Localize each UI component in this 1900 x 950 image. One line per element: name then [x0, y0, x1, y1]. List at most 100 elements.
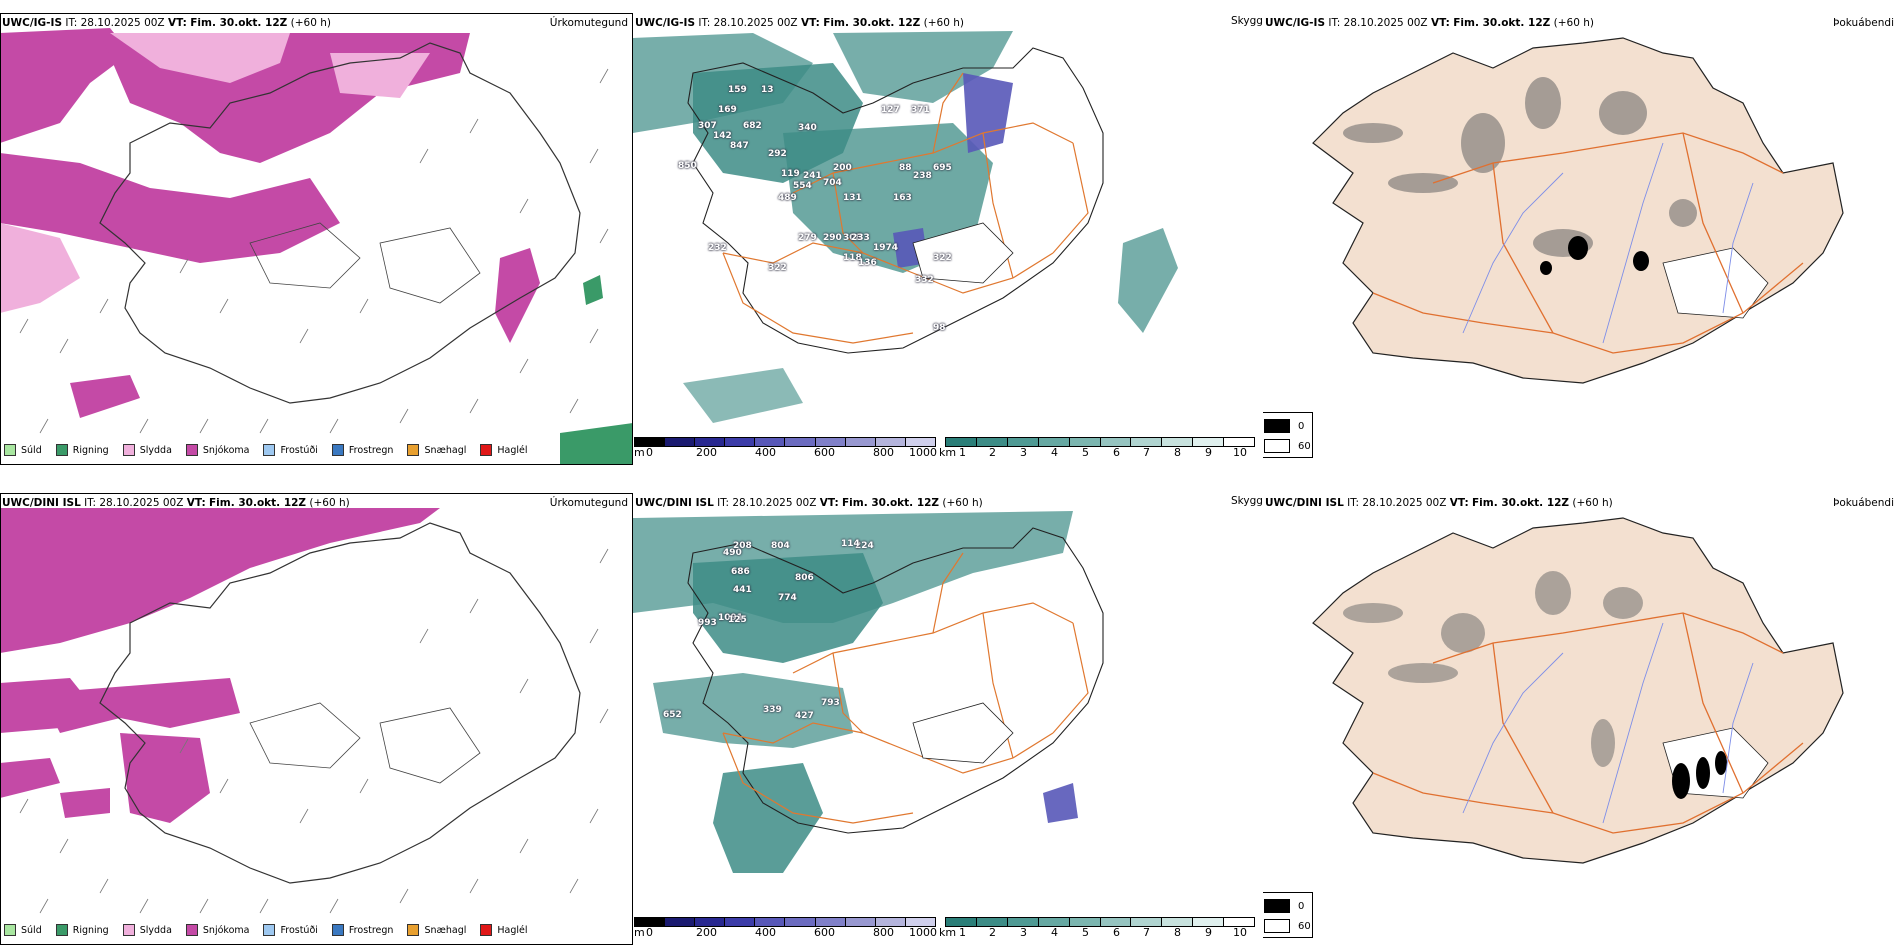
cloud-base-label: 554 — [793, 181, 812, 191]
scale-tick: 400 — [755, 926, 776, 939]
cloud-base-label: 232 — [708, 243, 727, 253]
scale-unit: m — [634, 926, 645, 939]
scale-tick: 800 — [873, 446, 894, 459]
scale-tick: 5 — [1082, 926, 1089, 939]
precip-type-legend: Súld Rigning Slydda Snjókoma Frostúði Fr… — [4, 441, 542, 459]
scale-tick: 600 — [814, 926, 835, 939]
scale-tick: 10 — [1233, 926, 1247, 939]
fog-indicator-map — [1312, 37, 1844, 384]
fog-patches — [1343, 571, 1643, 767]
low-cloud-area — [1043, 783, 1078, 823]
cloud-base-label: 308 — [843, 233, 862, 243]
river-network — [1462, 142, 1754, 344]
cloud-base-label: 686 — [731, 567, 750, 577]
fog-scale-min: 0 — [1264, 899, 1304, 913]
rain-area — [583, 275, 603, 305]
fog-scale-max: 60 — [1264, 919, 1311, 933]
legend-item: Snæhagl — [407, 924, 466, 936]
scale-tick: 7 — [1143, 926, 1150, 939]
wind-barbs — [19, 548, 609, 914]
panel-header: UWC/IG-IS IT: 28.10.2025 00Z VT: Fim. 30… — [1265, 17, 1594, 29]
cloud-base-label: 127 — [881, 105, 900, 115]
cloud-base-label: 119 — [781, 169, 800, 179]
scale-tick: 0 — [646, 446, 653, 459]
legend-item: Snjókoma — [185, 444, 249, 456]
scale-tick: 6 — [1113, 446, 1120, 459]
scale-unit: m — [634, 446, 645, 459]
low-visibility-area — [1118, 228, 1178, 333]
panel-title: Þokuábendi — [1833, 497, 1894, 509]
cloud-base-label: 125 — [728, 615, 747, 625]
cloud-base-label: 238 — [913, 171, 932, 181]
scale-tick: 5 — [1082, 446, 1089, 459]
cloud-base-label: 704 — [823, 178, 842, 188]
cloud-base-label: 793 — [821, 698, 840, 708]
snow-area — [0, 28, 130, 143]
scale-tick: 200 — [696, 446, 717, 459]
scale-tick: 1 — [959, 926, 966, 939]
cloud-base-label: 169 — [718, 105, 737, 115]
cloud-base-label: 159 — [728, 85, 747, 95]
cloud-base-label: 279 — [798, 233, 817, 243]
panel-title: Úrkomutegund — [549, 17, 628, 29]
cloud-base-scale-bar — [634, 917, 936, 927]
cloud-base-label: 332 — [915, 275, 934, 285]
cloud-base-label: 427 — [795, 711, 814, 721]
glacier-outline — [379, 707, 481, 784]
cloud-base-label: 490 — [723, 548, 742, 558]
low-visibility-area — [833, 31, 1013, 103]
wind-barbs — [19, 68, 609, 434]
cloud-base-scale-labels: m 0 200 400 600 800 1000 — [634, 446, 964, 460]
low-cloud-area — [963, 73, 1013, 153]
legend-item: Haglél — [480, 924, 528, 936]
fog-patches — [1343, 77, 1697, 257]
panel-header: UWC/DINI ISL IT: 28.10.2025 00Z VT: Fim.… — [1265, 497, 1613, 509]
panel-header: UWC/IG-IS IT: 28.10.2025 00Z VT: Fim. 30… — [2, 17, 331, 29]
snow-area — [0, 153, 340, 263]
precip-type-legend: Súld Rigning Slydda Snjókoma Frostúði Fr… — [4, 921, 542, 939]
scale-tick: 7 — [1143, 446, 1150, 459]
cloud-base-label: 307 — [698, 121, 717, 131]
iceland-land — [1312, 517, 1844, 864]
scale-tick: 8 — [1174, 446, 1181, 459]
cloud-base-label: 136 — [858, 258, 877, 268]
scale-tick: 4 — [1051, 926, 1058, 939]
fog-indicator-map — [1312, 517, 1844, 864]
precip-type-map — [0, 508, 609, 914]
precip-type-panel-row1: UWC/IG-IS IT: 28.10.2025 00Z VT: Fim. 30… — [0, 13, 633, 465]
scale-tick: 1 — [959, 446, 966, 459]
snow-area — [0, 758, 60, 798]
cloud-base-label: 695 — [933, 163, 952, 173]
scale-unit: km — [939, 926, 957, 939]
glacier-outline — [379, 227, 481, 304]
glacier-outline — [912, 222, 1014, 284]
legend-item: Slydda — [122, 444, 172, 456]
rain-area — [560, 423, 633, 465]
cloud-base-label: 208 — [733, 541, 752, 551]
scale-tick: 800 — [873, 926, 894, 939]
fog-scale-legend: 0 60 — [1263, 892, 1313, 938]
cloud-base-label: 290 — [823, 233, 842, 243]
legend-item: Frostúði — [263, 924, 318, 936]
scale-tick: 3 — [1020, 926, 1027, 939]
fog-indicator-panel-row2: UWC/DINI ISL IT: 28.10.2025 00Z VT: Fim.… — [1263, 493, 1900, 945]
low-visibility-area — [713, 763, 823, 873]
cloud-visibility-panel-row2: UWC/DINI ISL IT: 28.10.2025 00Z VT: Fim.… — [633, 493, 1263, 945]
visibility-map — [633, 31, 1178, 423]
cloud-base-label: 774 — [778, 593, 797, 603]
glacier-outline — [1662, 247, 1769, 319]
cloud-base-scale-bar — [634, 437, 936, 447]
scale-tick: 2 — [989, 926, 996, 939]
iceland-coastline — [99, 42, 581, 404]
scale-tick: 9 — [1205, 926, 1212, 939]
cloud-base-label: 224 — [855, 541, 874, 551]
cloud-base-label: 163 — [893, 193, 912, 203]
cloud-base-label: 233 — [851, 233, 870, 243]
scale-tick: 1000 — [909, 446, 937, 459]
legend-item: Súld — [4, 924, 42, 936]
fog-scale-legend: 0 60 — [1263, 412, 1313, 458]
legend-item: Frostregn — [331, 924, 393, 936]
cloud-base-label: 118 — [843, 253, 862, 263]
fog-scale-min: 0 — [1264, 419, 1304, 433]
panel-header: UWC/DINI ISL IT: 28.10.2025 00Z VT: Fim.… — [635, 497, 983, 509]
